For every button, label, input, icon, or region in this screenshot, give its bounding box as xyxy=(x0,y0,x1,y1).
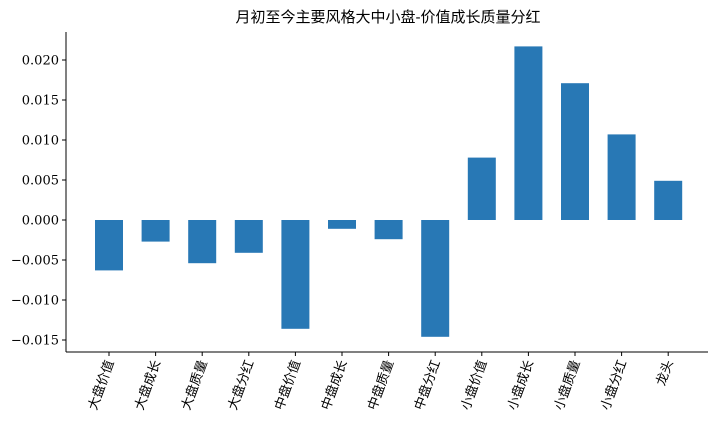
bar xyxy=(188,220,217,264)
x-tick-label: 小盘分红 xyxy=(598,358,631,412)
bar xyxy=(95,220,123,271)
x-tick-label: 中盘成长 xyxy=(318,358,351,412)
x-tick-label: 中盘质量 xyxy=(365,358,398,412)
y-tick-label: −0.015 xyxy=(11,334,59,349)
bar xyxy=(421,220,450,337)
bar xyxy=(281,220,310,329)
y-tick-label: 0.005 xyxy=(22,174,59,189)
bar xyxy=(234,220,263,253)
x-tick-label: 大盘分红 xyxy=(225,358,258,412)
chart-title: 月初至今主要风格大中小盘-价值成长质量分红 xyxy=(235,8,540,26)
x-tick-label: 龙头 xyxy=(654,358,677,388)
x-tick-label: 中盘价值 xyxy=(271,358,304,412)
x-tick-label: 大盘成长 xyxy=(132,358,165,412)
y-tick-label: −0.005 xyxy=(11,254,59,269)
x-tick-label: 小盘质量 xyxy=(551,358,584,412)
bar xyxy=(141,220,170,242)
bar xyxy=(467,157,496,220)
bar xyxy=(328,220,356,229)
y-tick-label: 0.000 xyxy=(22,214,59,229)
y-tick-label: 0.010 xyxy=(22,134,59,149)
x-tick-label: 中盘分红 xyxy=(411,358,444,412)
bar xyxy=(514,46,543,221)
x-axis: 大盘价值 大盘成长 大盘质量 大盘分红 中盘价值 中盘成长 中盘质量 中盘分红 小盘价值 小盘成长… xyxy=(85,352,677,412)
x-tick-label: 大盘质量 xyxy=(178,358,211,412)
y-tick-label: 0.015 xyxy=(22,94,59,109)
bar xyxy=(654,180,683,220)
bar xyxy=(561,83,589,220)
bar xyxy=(374,220,403,240)
x-tick-label: 小盘价值 xyxy=(458,358,491,412)
y-tick-label: 0.020 xyxy=(22,54,59,69)
x-tick-label: 小盘成长 xyxy=(504,358,537,412)
bars xyxy=(95,46,683,337)
x-tick-label: 大盘价值 xyxy=(85,358,118,412)
y-tick-label: −0.010 xyxy=(11,294,59,309)
bar xyxy=(607,134,636,220)
y-axis: −0.015 −0.010 −0.005 0.000 0.005 0.010 0.015 0.… xyxy=(11,54,66,349)
